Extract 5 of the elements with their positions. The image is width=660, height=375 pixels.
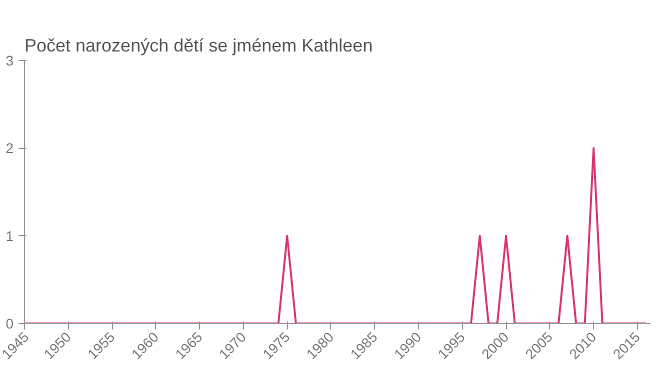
- chart-title: Počet narozených dětí se jménem Kathleen: [24, 36, 373, 56]
- y-tick-label: 2: [6, 140, 14, 156]
- y-tick-label: 0: [6, 316, 14, 332]
- y-tick-label: 3: [6, 52, 14, 68]
- y-tick-label: 1: [6, 228, 14, 244]
